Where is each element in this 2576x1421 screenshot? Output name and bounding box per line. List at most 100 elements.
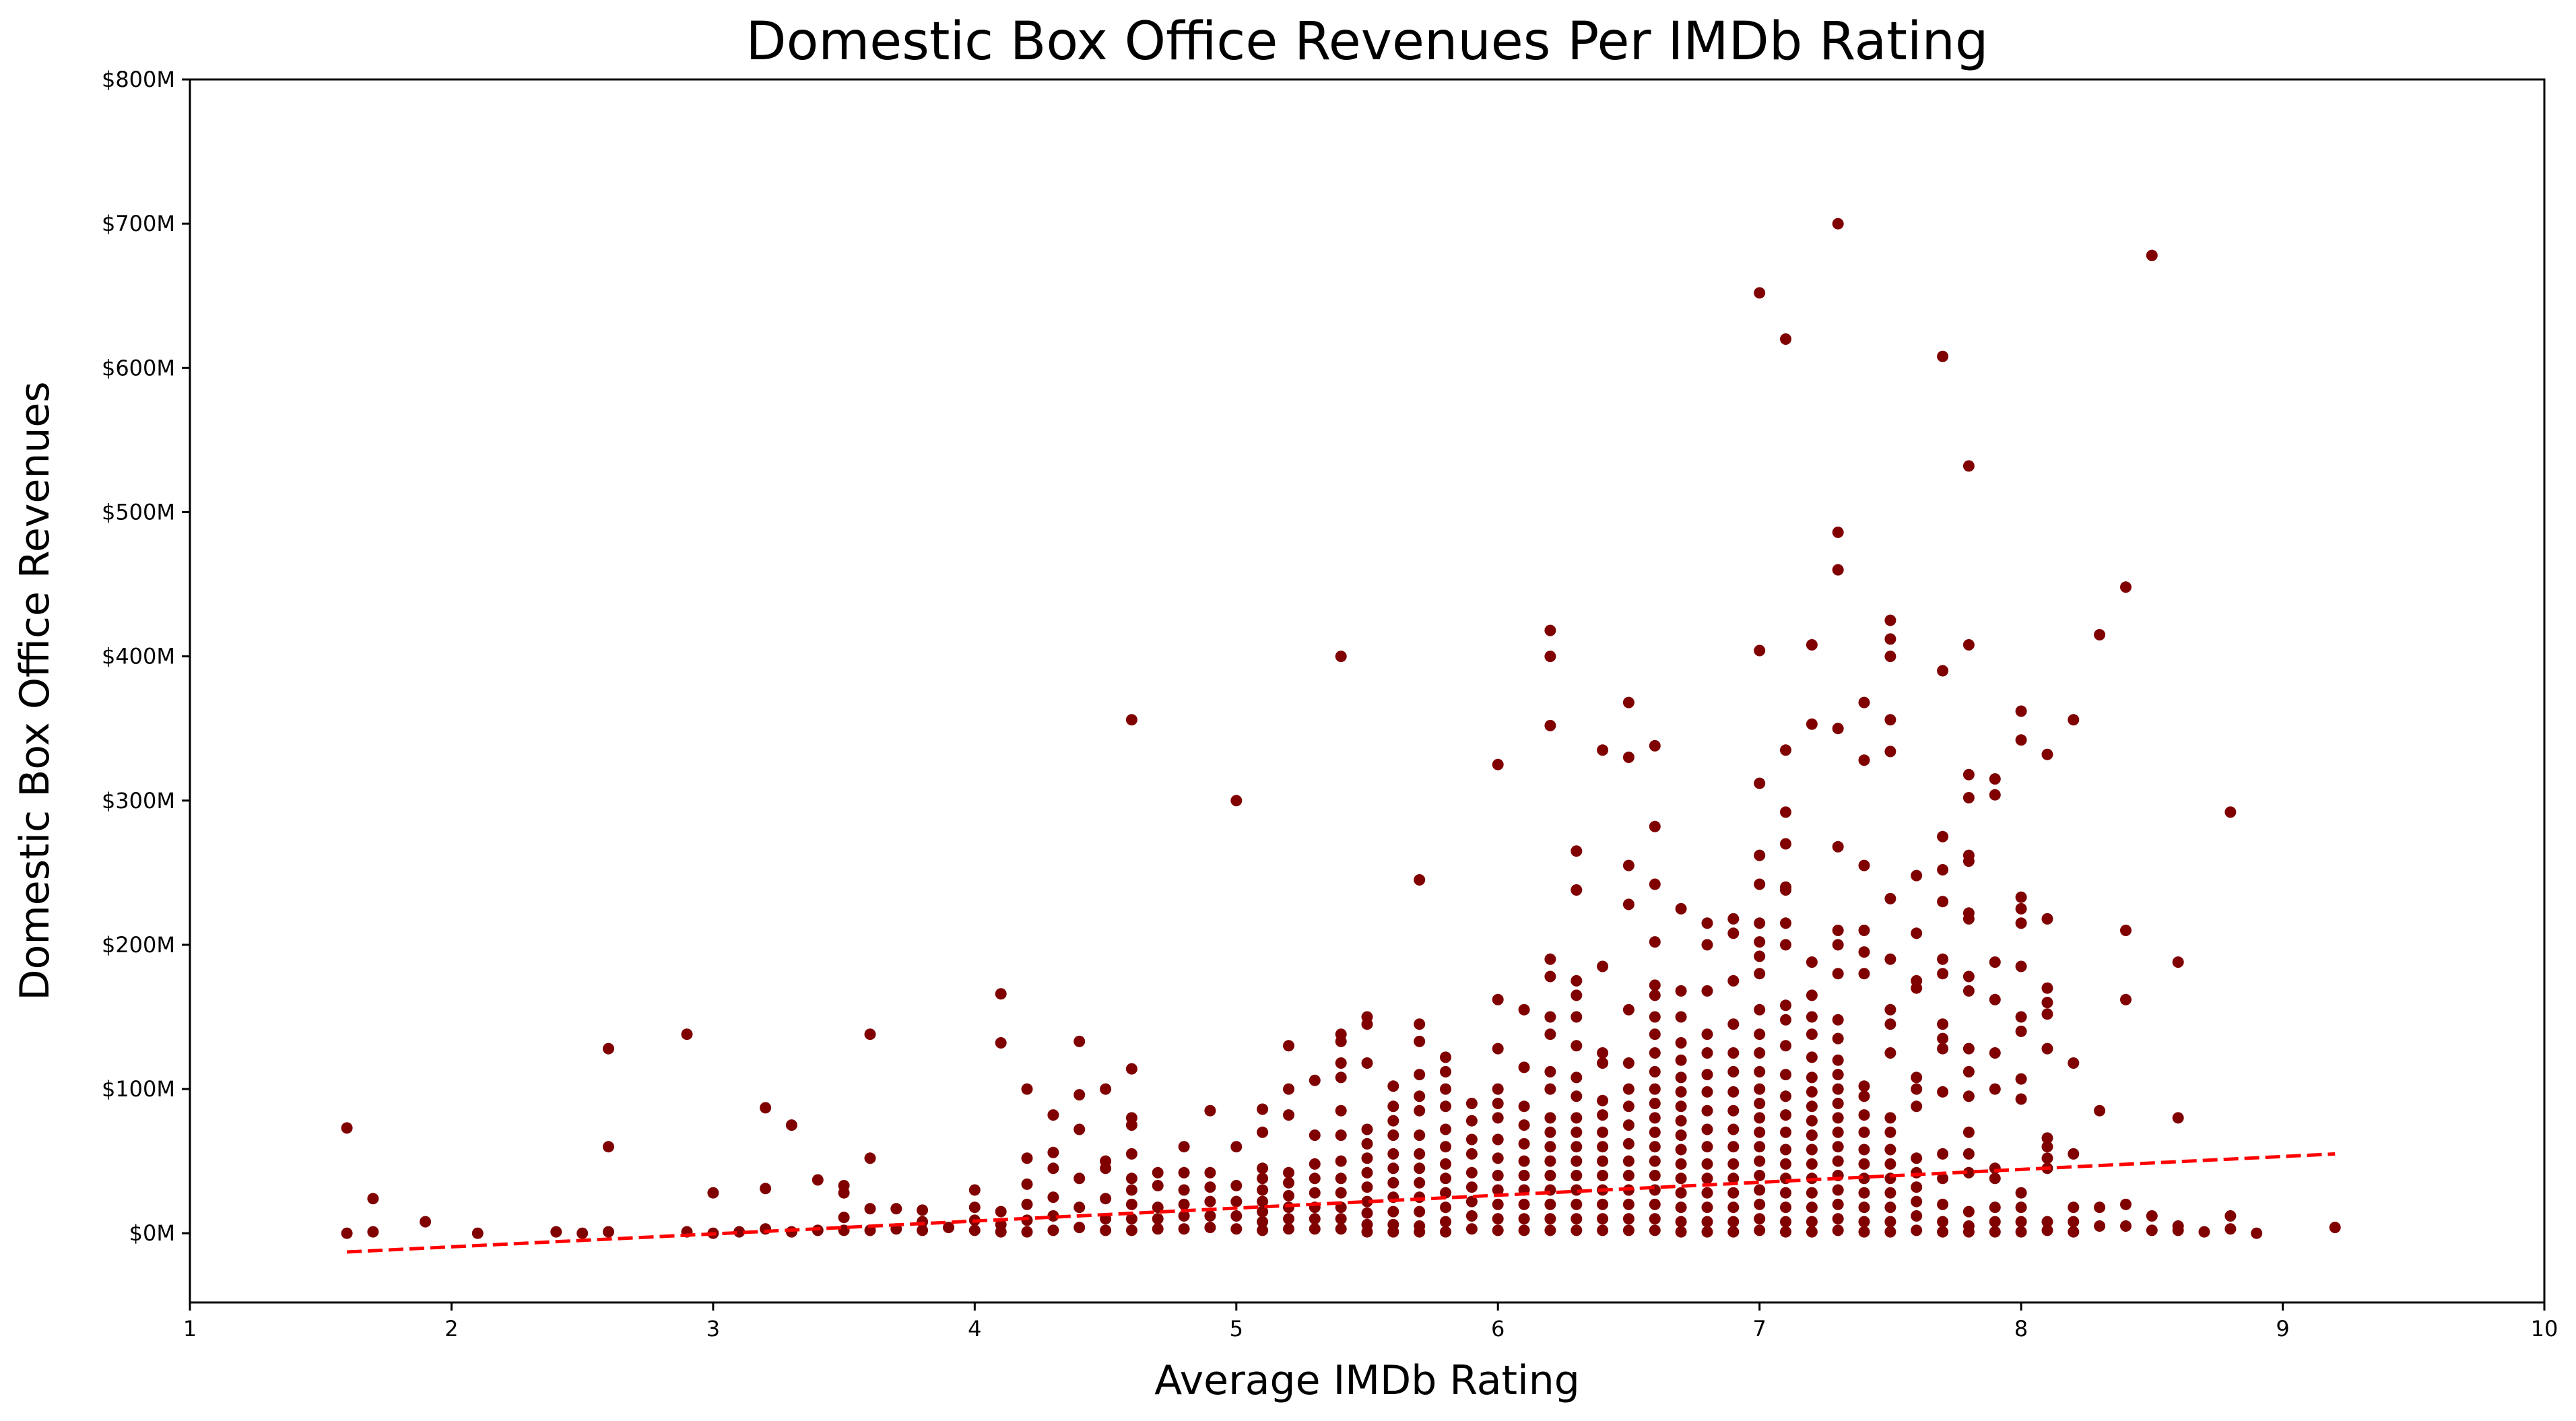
data-point [1832, 1014, 1844, 1026]
data-point [1806, 1144, 1818, 1156]
data-point [1544, 624, 1556, 636]
data-point [1911, 1210, 1923, 1222]
data-point [1937, 1032, 1949, 1045]
data-point [1884, 1226, 1896, 1238]
data-point [1440, 1172, 1451, 1185]
data-point [2094, 1104, 2106, 1117]
data-point [1884, 614, 1896, 626]
data-point [1571, 1112, 1583, 1124]
data-point [1257, 1216, 1269, 1228]
data-point [1125, 1063, 1137, 1075]
data-point [1832, 1126, 1844, 1138]
data-point [1544, 1112, 1556, 1124]
data-point [1074, 1089, 1086, 1101]
data-point [1780, 333, 1791, 345]
data-point [1309, 1158, 1321, 1170]
data-point [2015, 1025, 2027, 1037]
data-point [1649, 1112, 1661, 1124]
data-point [1440, 1216, 1451, 1228]
data-point [1361, 1226, 1373, 1238]
data-point [1257, 1126, 1269, 1138]
data-point [2172, 1224, 2184, 1236]
data-point [2015, 917, 2027, 929]
data-point [1858, 925, 1870, 936]
data-point [1178, 1210, 1190, 1222]
x-tick-label: 3 [706, 1316, 720, 1342]
data-point [2146, 1210, 2158, 1222]
data-point [1832, 925, 1844, 936]
data-point [1675, 902, 1687, 915]
data-point [2041, 913, 2053, 925]
data-point [1571, 1224, 1583, 1236]
data-point [1832, 564, 1844, 576]
data-point [1727, 974, 1740, 987]
data-point [1440, 1051, 1451, 1063]
data-point [1780, 1201, 1791, 1214]
data-point [1675, 1187, 1687, 1199]
data-point [1571, 1011, 1583, 1023]
data-point [1309, 1213, 1321, 1225]
data-point [1858, 1109, 1870, 1121]
data-point [1754, 1213, 1766, 1225]
data-point [1780, 999, 1791, 1012]
data-point [1754, 917, 1766, 929]
data-point [1571, 845, 1583, 857]
data-point [1962, 1065, 1975, 1078]
data-point [1858, 1080, 1870, 1092]
data-point [1911, 1083, 1923, 1095]
data-point [1962, 639, 1975, 651]
data-point [1937, 1172, 1949, 1185]
data-point [1937, 1148, 1949, 1160]
data-point [1911, 982, 1923, 994]
data-point [1440, 1065, 1451, 1078]
data-point [1701, 917, 1713, 929]
data-point [2146, 249, 2158, 261]
data-point [917, 1224, 929, 1236]
data-point [943, 1222, 954, 1234]
data-point [1387, 1129, 1399, 1142]
data-point [1465, 1195, 1478, 1208]
data-point [603, 1226, 614, 1238]
data-point [1440, 1158, 1451, 1170]
data-point [1937, 1018, 1949, 1030]
data-point [1675, 1100, 1687, 1113]
data-point [1858, 1126, 1870, 1138]
data-point [2041, 1043, 2053, 1055]
data-point [1178, 1141, 1190, 1153]
data-point [1701, 1141, 1713, 1153]
data-point [1701, 1069, 1713, 1081]
data-point [1492, 1198, 1504, 1210]
data-point [1544, 1065, 1556, 1078]
data-point [2041, 1152, 2053, 1164]
data-point [1571, 974, 1583, 987]
data-point [1571, 1170, 1583, 1181]
data-point [1440, 1141, 1451, 1153]
data-point [1283, 1166, 1294, 1179]
data-point [1962, 1126, 1975, 1138]
data-point [1518, 1213, 1530, 1225]
data-point [890, 1203, 902, 1215]
data-point [367, 1226, 379, 1238]
y-tick-label: $300M [102, 788, 175, 814]
data-point [1675, 1201, 1687, 1214]
x-tick-label: 8 [2014, 1316, 2028, 1342]
data-point [1257, 1162, 1269, 1175]
data-point [2015, 960, 2027, 972]
data-point [1858, 859, 1870, 871]
data-point [1806, 1028, 1818, 1040]
data-point [1204, 1222, 1216, 1234]
data-point [1100, 1162, 1112, 1175]
data-point [1257, 1172, 1269, 1185]
data-point [1230, 1223, 1243, 1235]
data-point [1832, 1155, 1844, 1167]
data-point [1701, 1086, 1713, 1098]
data-point [1414, 1090, 1426, 1102]
data-point [1989, 956, 2001, 968]
data-point [1571, 1141, 1583, 1153]
data-point [1806, 1187, 1818, 1199]
data-point [1047, 1109, 1059, 1121]
data-point [1989, 993, 2001, 1005]
data-point [1074, 1172, 1086, 1185]
data-point [1780, 744, 1791, 756]
data-point [1440, 1187, 1451, 1199]
